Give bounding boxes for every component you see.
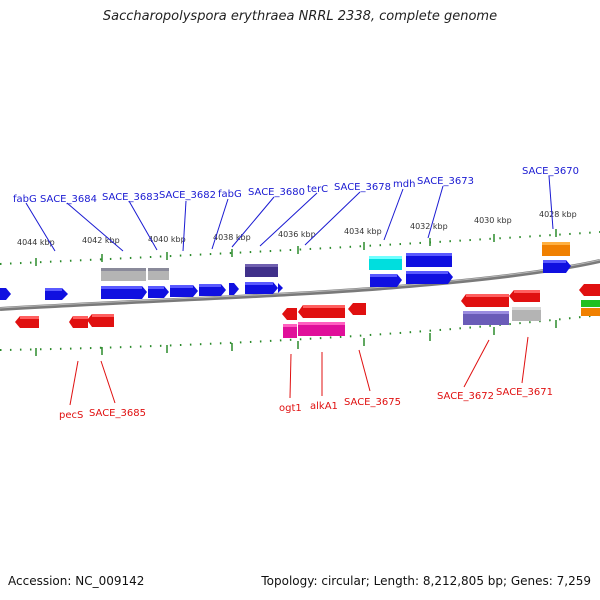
gene-arrow-forward[interactable] xyxy=(0,288,11,300)
gene-arrow-reverse[interactable] xyxy=(461,294,509,307)
gene-label[interactable]: SACE_3682 xyxy=(159,190,216,201)
gene-arrow-reverse[interactable] xyxy=(579,284,600,296)
feature-box-green[interactable] xyxy=(581,300,600,307)
feature-box-purple[interactable] xyxy=(245,264,278,277)
gene-arrow-forward[interactable] xyxy=(170,285,198,297)
gene-arrow-reverse[interactable] xyxy=(69,316,88,328)
gene-arrow-reverse[interactable] xyxy=(298,305,345,318)
forward-genes[interactable] xyxy=(0,242,571,300)
gene-label[interactable]: SACE_3672 xyxy=(437,391,494,402)
gene-arrow-forward[interactable] xyxy=(278,283,283,293)
gene-label[interactable]: ogt1 xyxy=(279,403,302,414)
upper-major-ticks xyxy=(35,229,557,266)
gene-label[interactable]: SACE_3680 xyxy=(248,187,305,198)
gene-arrow-reverse[interactable] xyxy=(348,303,366,315)
gene-arrow-reverse[interactable] xyxy=(282,308,297,320)
kbp-label: 4034 kbp xyxy=(344,227,382,236)
feature-box-gray[interactable] xyxy=(512,307,541,321)
gene-arrow-reverse[interactable] xyxy=(87,314,114,327)
feature-box-blue[interactable] xyxy=(406,253,452,267)
gene-arrow-forward[interactable] xyxy=(406,271,453,284)
gene-label[interactable]: fabG xyxy=(13,194,37,205)
kbp-label: 4032 kbp xyxy=(410,222,448,231)
gene-arrow-forward[interactable] xyxy=(543,260,571,273)
feature-box-gray[interactable] xyxy=(148,268,169,280)
reverse-genes[interactable] xyxy=(15,284,600,338)
feature-box-cyan[interactable] xyxy=(369,256,402,270)
feature-box-gray[interactable] xyxy=(101,268,146,281)
gene-arrow-forward[interactable] xyxy=(229,283,239,295)
reverse-label-connectors xyxy=(69,336,529,406)
gene-label[interactable]: pecS xyxy=(59,410,83,421)
gene-label[interactable]: SACE_3675 xyxy=(344,397,401,408)
gene-arrow-forward[interactable] xyxy=(101,286,147,299)
upper-tick-track xyxy=(0,231,600,265)
gene-arrow-forward[interactable] xyxy=(148,286,169,298)
gene-label[interactable]: SACE_3684 xyxy=(40,194,97,205)
gene-label[interactable]: terC xyxy=(307,184,328,195)
genome-summary-text: Topology: circular; Length: 8,212,805 bp… xyxy=(261,574,591,588)
gene-arrow-reverse[interactable] xyxy=(509,290,540,302)
reverse-gene-labels: pecS SACE_3685 ogt1 alkA1 SACE_3675 SACE… xyxy=(59,387,553,421)
gene-label[interactable]: fabG xyxy=(218,189,242,200)
kbp-label: 4040 kbp xyxy=(148,235,186,244)
map-title: Saccharopolyspora erythraea NRRL 2338, c… xyxy=(102,9,498,24)
genome-backbone-highlight xyxy=(0,259,600,309)
gene-arrow-forward[interactable] xyxy=(245,282,278,294)
gene-label[interactable]: mdh xyxy=(393,179,415,190)
kbp-label: 4028 kbp xyxy=(539,210,577,219)
kbp-label: 4038 kbp xyxy=(213,233,251,242)
gene-label[interactable]: SACE_3683 xyxy=(102,192,159,203)
forward-label-connectors xyxy=(25,175,554,252)
gene-arrow-reverse[interactable] xyxy=(15,316,39,328)
forward-gene-labels: fabG SACE_3684 SACE_3683 SACE_3682 fabG … xyxy=(13,166,579,205)
kbp-tick-labels: 4044 kbp 4042 kbp 4040 kbp 4038 kbp 4036… xyxy=(17,210,577,247)
gene-label[interactable]: alkA1 xyxy=(310,401,338,412)
feature-box-magenta[interactable] xyxy=(298,322,345,336)
gene-label[interactable]: SACE_3670 xyxy=(522,166,579,177)
lower-major-ticks xyxy=(35,320,557,356)
gene-label[interactable]: SACE_3678 xyxy=(334,182,391,193)
gene-arrow-forward[interactable] xyxy=(45,288,68,300)
gene-label[interactable]: SACE_3685 xyxy=(89,408,146,419)
feature-box-purple[interactable] xyxy=(463,311,509,325)
gene-arrow-forward[interactable] xyxy=(199,284,226,296)
genome-backbone xyxy=(0,259,600,311)
accession-text: Accession: NC_009142 xyxy=(8,574,145,588)
kbp-label: 4030 kbp xyxy=(474,216,512,225)
gene-label[interactable]: SACE_3673 xyxy=(417,176,474,187)
kbp-label: 4042 kbp xyxy=(82,236,120,245)
feature-box-orange[interactable] xyxy=(542,242,570,256)
kbp-label: 4044 kbp xyxy=(17,238,55,247)
gene-label[interactable]: SACE_3671 xyxy=(496,387,553,398)
kbp-label: 4036 kbp xyxy=(278,230,316,239)
gene-arrow-forward[interactable] xyxy=(370,274,402,287)
feature-box-magenta[interactable] xyxy=(283,324,297,338)
feature-box-orange[interactable] xyxy=(581,308,600,316)
